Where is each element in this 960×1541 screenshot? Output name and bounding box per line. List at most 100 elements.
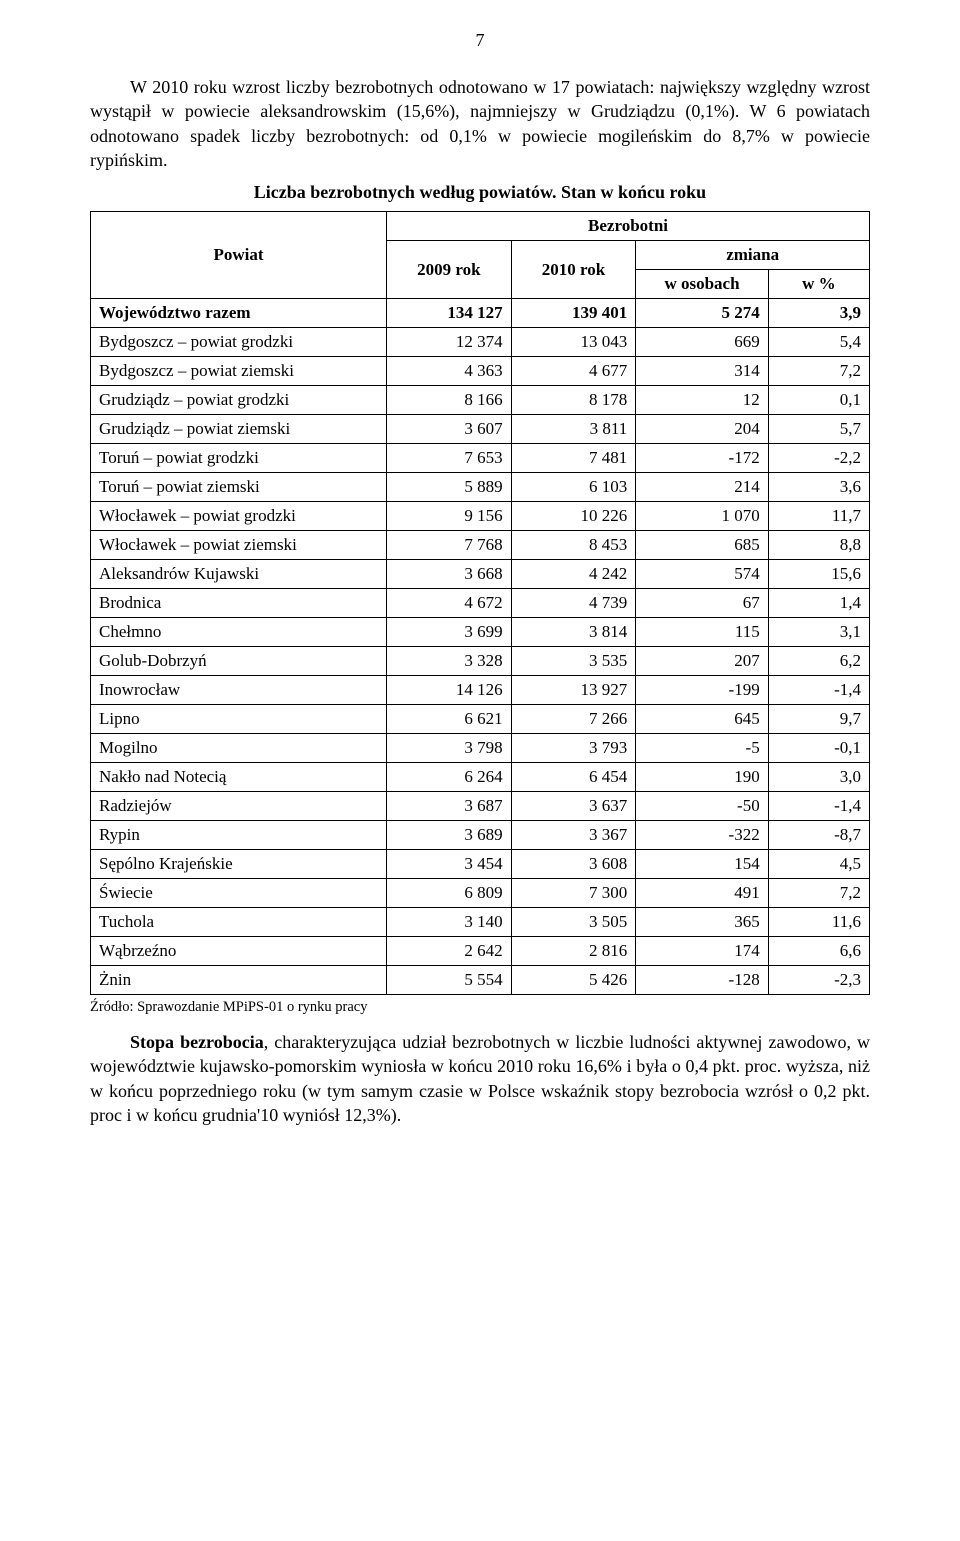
cell-2009: 14 126 — [387, 676, 512, 705]
cell-2009: 3 689 — [387, 821, 512, 850]
cell-label: Włocławek – powiat ziemski — [91, 531, 387, 560]
header-2009: 2009 rok — [387, 241, 512, 299]
cell-label: Nakło nad Notecią — [91, 763, 387, 792]
cell-change-abs: 214 — [636, 473, 768, 502]
cell-change-abs: 207 — [636, 647, 768, 676]
cell-label: Bydgoszcz – powiat ziemski — [91, 357, 387, 386]
cell-change-pct: 7,2 — [768, 879, 869, 908]
cell-change-pct: 4,5 — [768, 850, 869, 879]
header-w-pct: w % — [768, 270, 869, 299]
cell-change-abs: -5 — [636, 734, 768, 763]
cell-change-pct: -8,7 — [768, 821, 869, 850]
cell-change-pct: 7,2 — [768, 357, 869, 386]
table-row: Wąbrzeźno2 6422 8161746,6 — [91, 937, 870, 966]
cell-2009: 6 621 — [387, 705, 512, 734]
cell-2010: 139 401 — [511, 299, 636, 328]
cell-label: Województwo razem — [91, 299, 387, 328]
table-row: Włocławek – powiat ziemski7 7688 4536858… — [91, 531, 870, 560]
cell-2009: 3 607 — [387, 415, 512, 444]
cell-2009: 7 653 — [387, 444, 512, 473]
cell-2010: 7 266 — [511, 705, 636, 734]
cell-change-abs: 314 — [636, 357, 768, 386]
table-row: Lipno6 6217 2666459,7 — [91, 705, 870, 734]
cell-label: Toruń – powiat grodzki — [91, 444, 387, 473]
cell-change-abs: -322 — [636, 821, 768, 850]
table-row: Włocławek – powiat grodzki9 15610 2261 0… — [91, 502, 870, 531]
table-row: Nakło nad Notecią6 2646 4541903,0 — [91, 763, 870, 792]
cell-change-pct: 1,4 — [768, 589, 869, 618]
table-title: Liczba bezrobotnych według powiatów. Sta… — [90, 182, 870, 203]
cell-change-abs: -128 — [636, 966, 768, 995]
cell-label: Rypin — [91, 821, 387, 850]
cell-2009: 3 699 — [387, 618, 512, 647]
table-head: Powiat Bezrobotni 2009 rok 2010 rok zmia… — [91, 212, 870, 299]
cell-change-abs: 190 — [636, 763, 768, 792]
cell-change-abs: 115 — [636, 618, 768, 647]
table-row: Grudziądz – powiat grodzki8 1668 178120,… — [91, 386, 870, 415]
page-number: 7 — [90, 30, 870, 51]
cell-2009: 9 156 — [387, 502, 512, 531]
outro-bold-phrase: Stopa bezrobocia — [130, 1032, 264, 1052]
table-row: Sępólno Krajeńskie3 4543 6081544,5 — [91, 850, 870, 879]
cell-2010: 6 454 — [511, 763, 636, 792]
cell-change-pct: -2,3 — [768, 966, 869, 995]
cell-change-pct: 6,2 — [768, 647, 869, 676]
table-source: Źródło: Sprawozdanie MPiPS-01 o rynku pr… — [90, 999, 870, 1016]
cell-2009: 8 166 — [387, 386, 512, 415]
table-header-row-1: Powiat Bezrobotni — [91, 212, 870, 241]
header-powiat: Powiat — [91, 212, 387, 299]
cell-change-abs: -50 — [636, 792, 768, 821]
cell-2009: 3 687 — [387, 792, 512, 821]
header-bezrobotni: Bezrobotni — [387, 212, 870, 241]
cell-label: Lipno — [91, 705, 387, 734]
cell-change-pct: 6,6 — [768, 937, 869, 966]
table-row: Bydgoszcz – powiat grodzki12 37413 04366… — [91, 328, 870, 357]
table-row: Bydgoszcz – powiat ziemski4 3634 6773147… — [91, 357, 870, 386]
cell-label: Żnin — [91, 966, 387, 995]
cell-change-pct: 11,7 — [768, 502, 869, 531]
cell-change-abs: 12 — [636, 386, 768, 415]
cell-2010: 13 043 — [511, 328, 636, 357]
cell-change-abs: -172 — [636, 444, 768, 473]
intro-paragraph: W 2010 roku wzrost liczby bezrobotnych o… — [90, 75, 870, 172]
cell-change-abs: 365 — [636, 908, 768, 937]
table-row: Toruń – powiat grodzki7 6537 481-172-2,2 — [91, 444, 870, 473]
table-row: Rypin3 6893 367-322-8,7 — [91, 821, 870, 850]
cell-change-pct: -2,2 — [768, 444, 869, 473]
table-row: Tuchola3 1403 50536511,6 — [91, 908, 870, 937]
cell-change-pct: 5,7 — [768, 415, 869, 444]
cell-2009: 7 768 — [387, 531, 512, 560]
table-row: Golub-Dobrzyń3 3283 5352076,2 — [91, 647, 870, 676]
cell-change-pct: 3,9 — [768, 299, 869, 328]
cell-change-abs: 491 — [636, 879, 768, 908]
table-row: Inowrocław14 12613 927-199-1,4 — [91, 676, 870, 705]
cell-2010: 4 677 — [511, 357, 636, 386]
cell-label: Bydgoszcz – powiat grodzki — [91, 328, 387, 357]
cell-label: Grudziądz – powiat ziemski — [91, 415, 387, 444]
table-row: Chełmno3 6993 8141153,1 — [91, 618, 870, 647]
unemployment-table: Powiat Bezrobotni 2009 rok 2010 rok zmia… — [90, 211, 870, 995]
cell-2009: 4 672 — [387, 589, 512, 618]
cell-change-pct: 8,8 — [768, 531, 869, 560]
outro-paragraph: Stopa bezrobocia, charakteryzująca udzia… — [90, 1030, 870, 1127]
table-body: Województwo razem134 127139 4015 2743,9B… — [91, 299, 870, 995]
cell-2009: 6 809 — [387, 879, 512, 908]
cell-2010: 3 505 — [511, 908, 636, 937]
table-row: Grudziądz – powiat ziemski3 6073 8112045… — [91, 415, 870, 444]
cell-2009: 3 798 — [387, 734, 512, 763]
cell-change-abs: 685 — [636, 531, 768, 560]
cell-2010: 13 927 — [511, 676, 636, 705]
cell-change-abs: 5 274 — [636, 299, 768, 328]
table-row: Województwo razem134 127139 4015 2743,9 — [91, 299, 870, 328]
cell-label: Golub-Dobrzyń — [91, 647, 387, 676]
cell-2009: 3 140 — [387, 908, 512, 937]
cell-label: Grudziądz – powiat grodzki — [91, 386, 387, 415]
cell-2010: 10 226 — [511, 502, 636, 531]
table-row: Brodnica4 6724 739671,4 — [91, 589, 870, 618]
page-container: 7 W 2010 roku wzrost liczby bezrobotnych… — [0, 0, 960, 1187]
cell-2010: 4 242 — [511, 560, 636, 589]
cell-label: Inowrocław — [91, 676, 387, 705]
cell-change-abs: 67 — [636, 589, 768, 618]
cell-2010: 3 637 — [511, 792, 636, 821]
cell-change-pct: 9,7 — [768, 705, 869, 734]
